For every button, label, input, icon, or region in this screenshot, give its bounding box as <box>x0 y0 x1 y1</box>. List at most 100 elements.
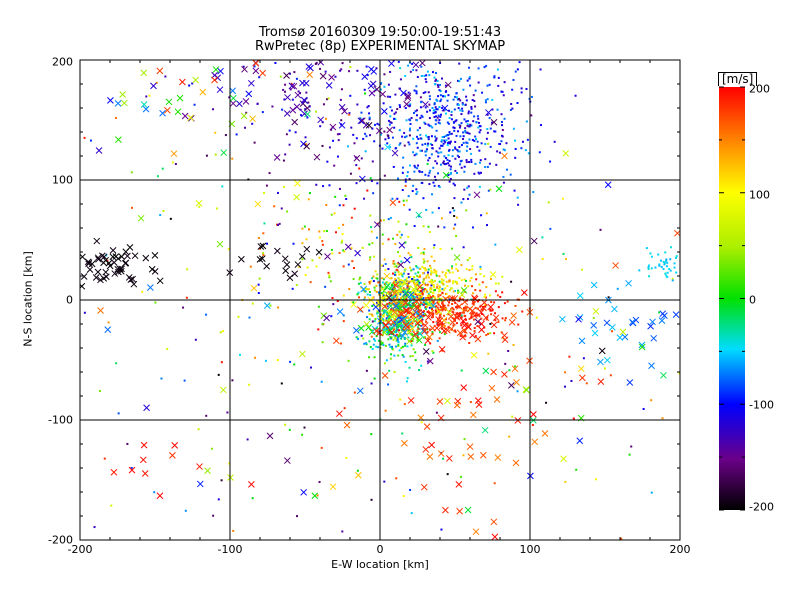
data-point-dot <box>304 136 307 139</box>
data-point-dot <box>344 194 347 197</box>
data-point-dot <box>403 204 406 207</box>
data-point-dot <box>384 282 387 285</box>
data-point-dot <box>393 280 396 283</box>
data-point-dot <box>473 330 476 333</box>
data-point-dot <box>421 170 424 173</box>
data-point-cross <box>478 326 485 334</box>
data-point-dot <box>363 342 366 345</box>
data-point-dot <box>166 348 169 351</box>
data-point-dot <box>437 303 440 306</box>
data-point-dot <box>283 98 286 101</box>
data-point-dot <box>282 159 285 162</box>
data-point-dot <box>425 134 428 137</box>
data-point-dot <box>459 475 462 478</box>
data-point-dot <box>370 226 373 229</box>
data-point-cross <box>323 314 330 322</box>
data-point-cross <box>466 305 474 313</box>
data-point-dot <box>434 139 437 142</box>
data-point-dot <box>426 260 429 263</box>
data-point-dot <box>307 198 310 201</box>
data-point-dot <box>398 329 401 332</box>
data-point-dot <box>498 151 501 154</box>
data-point-dot <box>396 233 399 236</box>
data-point-cross <box>141 470 149 477</box>
data-point-dot <box>400 233 403 236</box>
data-point-dot <box>466 79 469 82</box>
data-point-cross <box>381 303 389 310</box>
data-point-dot <box>424 288 427 291</box>
data-point-dot <box>395 477 398 480</box>
data-point-dot <box>432 351 435 354</box>
data-point-cross <box>245 90 253 98</box>
data-point-dot <box>468 77 471 80</box>
data-point-dot <box>435 98 438 101</box>
data-point-dot <box>501 275 504 278</box>
data-point-dot <box>285 133 288 136</box>
data-point-dot <box>437 172 440 175</box>
data-point-dot <box>486 224 489 227</box>
data-point-cross <box>370 68 378 75</box>
data-point-dot <box>436 283 439 286</box>
data-point-dot <box>489 188 492 191</box>
data-point-dot <box>358 167 361 170</box>
data-point-dot <box>420 74 423 77</box>
data-point-dot <box>393 273 396 276</box>
data-point-cross <box>391 309 398 316</box>
data-point-dot <box>434 79 437 82</box>
data-point-dot <box>480 171 483 174</box>
data-point-dot <box>525 120 528 123</box>
data-point-dot <box>298 265 301 268</box>
data-point-dot <box>417 289 420 292</box>
data-point-cross <box>404 300 411 308</box>
data-point-dot <box>435 286 438 289</box>
data-point-dot <box>424 328 427 331</box>
x-tick-label: 0 <box>376 543 384 556</box>
data-point-dot <box>365 65 368 68</box>
data-point-dot <box>387 319 390 322</box>
data-point-dot <box>364 132 367 135</box>
data-point-dot <box>428 171 431 174</box>
data-point-dot <box>307 101 310 104</box>
data-point-dot <box>432 312 435 315</box>
data-point-dot <box>427 296 430 299</box>
data-point-dot <box>446 285 449 288</box>
data-point-dot <box>320 380 323 383</box>
data-point-dot <box>480 317 483 320</box>
data-point-dot <box>438 297 441 300</box>
data-point-dot <box>430 278 433 281</box>
data-point-dot <box>417 327 420 330</box>
data-point-cross <box>408 325 416 333</box>
data-point-cross <box>438 346 446 353</box>
data-point-dot <box>408 285 411 288</box>
data-point-dot <box>439 306 442 309</box>
data-point-cross <box>328 73 335 81</box>
data-point-dot <box>441 288 444 291</box>
data-point-dot <box>434 297 437 300</box>
data-point-dot <box>387 238 390 241</box>
data-point-dot <box>496 68 499 71</box>
data-point-dot <box>398 129 401 132</box>
data-point-cross <box>365 121 373 129</box>
data-point-dot <box>609 374 612 377</box>
data-point-dot <box>185 296 188 299</box>
data-point-dot <box>351 260 354 263</box>
data-point-dot <box>420 293 423 296</box>
data-point-cross <box>381 372 389 379</box>
data-point-dot <box>471 226 474 229</box>
data-point-dot <box>295 284 298 287</box>
data-point-dot <box>451 306 454 309</box>
data-point-dot <box>520 91 523 94</box>
data-point-dot <box>486 84 489 87</box>
data-point-dot <box>448 159 451 162</box>
data-point-cross <box>80 273 88 280</box>
data-point-dot <box>418 303 421 306</box>
data-point-dot <box>352 301 355 304</box>
data-point-dot <box>352 133 355 136</box>
data-point-dot <box>402 199 405 202</box>
data-point-dot <box>581 268 584 271</box>
data-point-dot <box>355 164 358 167</box>
data-point-dot <box>381 293 384 296</box>
data-point-dot <box>526 138 529 141</box>
data-point-dot <box>399 279 402 282</box>
data-point-dot <box>349 66 352 69</box>
